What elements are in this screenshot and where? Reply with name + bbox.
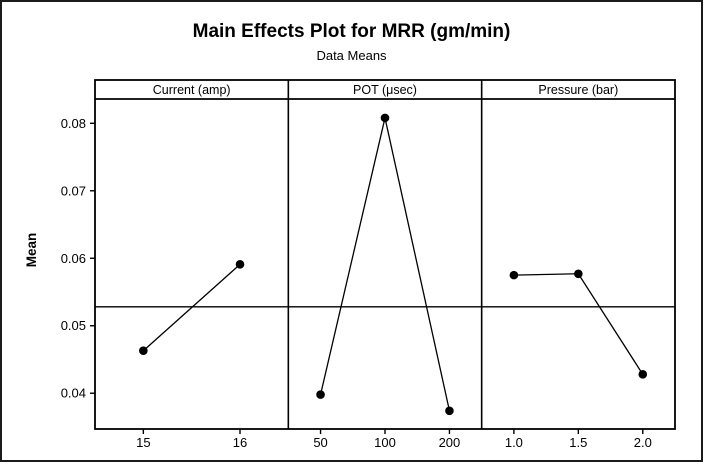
main-effects-plot-figure: Main Effects Plot for MRR (gm/min) Data … <box>0 0 703 462</box>
y-tick-label: 0.08 <box>61 116 86 131</box>
x-tick-label: 1.0 <box>505 435 523 450</box>
data-point-marker <box>316 390 325 399</box>
data-point-marker <box>139 346 148 356</box>
data-point-marker <box>445 406 454 416</box>
x-tick-label: 15 <box>136 435 150 450</box>
plot-frame <box>94 79 676 430</box>
data-point-marker <box>509 270 519 280</box>
x-tick-label: 16 <box>233 435 247 450</box>
chart-title: Main Effects Plot for MRR (gm/min) <box>192 21 511 42</box>
panel-header-2: POT (μsec) <box>353 83 417 97</box>
chart-subtitle: Data Means <box>316 48 387 63</box>
data-point-marker <box>574 269 583 279</box>
panel-header-1: Current (amp) <box>153 83 231 97</box>
plot-area: Current (amp) 15 16 POT (μsec) 50 100 200 Press… <box>61 79 676 450</box>
x-tick-label: 100 <box>374 435 396 450</box>
x-tick-label: 1.5 <box>569 435 587 450</box>
data-point-marker <box>638 370 648 379</box>
y-tick-label: 0.06 <box>61 251 86 266</box>
data-point-marker <box>235 260 245 269</box>
series-line <box>142 263 241 352</box>
panel-header-3: Pressure (bar) <box>538 83 618 97</box>
y-tick-label: 0.07 <box>61 183 86 198</box>
x-tick-label: 50 <box>313 435 327 450</box>
data-point-marker <box>380 113 390 123</box>
y-tick-label: 0.04 <box>61 386 86 401</box>
x-tick-label: 200 <box>439 435 461 450</box>
x-tick-label: 2.0 <box>634 435 652 450</box>
y-tick-label: 0.05 <box>61 318 86 333</box>
